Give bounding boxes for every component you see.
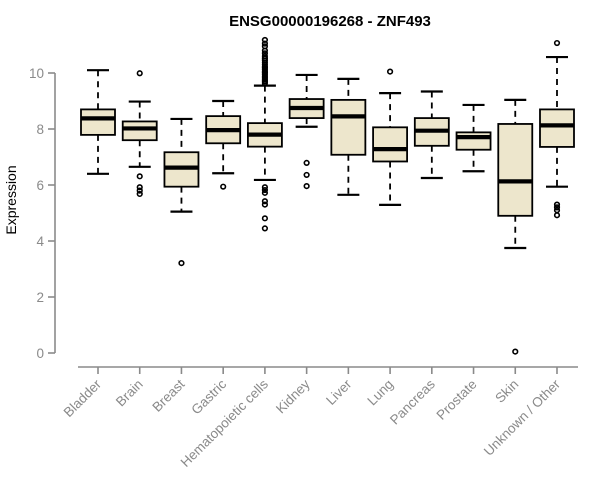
outlier-point: [220, 183, 227, 190]
outlier-point: [261, 225, 269, 232]
outlier-point: [136, 184, 143, 191]
outlier-point: [136, 190, 143, 198]
x-tick-label-liver: Liver: [323, 376, 355, 408]
outlier-point: [261, 50, 269, 57]
box-skin: [497, 98, 534, 355]
outlier-point: [261, 53, 269, 60]
iqr-box: [497, 123, 534, 217]
outlier-point: [553, 201, 561, 208]
iqr-box: [372, 126, 408, 163]
x-tick-label-breast: Breast: [149, 376, 187, 414]
outlier-point: [261, 184, 269, 191]
y-tick-label-10: 10: [29, 66, 44, 81]
outlier-point: [261, 201, 269, 208]
box-kidney: [288, 73, 325, 190]
box-breast: [163, 117, 200, 267]
x-tick-label-brain: Brain: [113, 377, 146, 410]
x-tick-label-unknown-other: Unknown / Other: [481, 376, 564, 459]
outlier-point: [512, 348, 519, 355]
outlier-point: [136, 187, 143, 194]
outlier-point: [261, 36, 269, 44]
outlier-point: [553, 39, 561, 47]
box-unknown-other: [539, 39, 575, 219]
outlier-point: [386, 68, 394, 75]
outlier-point: [303, 171, 310, 179]
iqr-box: [330, 98, 367, 156]
outlier-point: [178, 260, 185, 267]
box-bladder: [80, 69, 116, 175]
box-pancreas: [413, 90, 450, 180]
outlier-point: [303, 159, 310, 166]
x-tick-label-gastric: Gastric: [188, 376, 229, 417]
outlier-point: [553, 204, 561, 211]
box-liver: [330, 77, 367, 196]
x-tick-label-kidney: Kidney: [273, 376, 313, 416]
outlier-point: [261, 40, 269, 47]
iqr-box: [121, 120, 158, 142]
box-prostate: [455, 103, 492, 173]
outlier-point: [261, 186, 269, 194]
x-tick-label-skin: Skin: [492, 377, 521, 406]
iqr-box: [455, 131, 492, 151]
outlier-point: [261, 198, 269, 205]
outlier-point: [553, 212, 561, 219]
y-tick-label-4: 4: [36, 234, 44, 249]
y-tick-label-0: 0: [36, 346, 44, 361]
chart-title: ENSG00000196268 - ZNF493: [229, 13, 431, 30]
box-gastric: [205, 99, 242, 190]
outlier-point: [261, 215, 269, 222]
x-tick-label-lung: Lung: [364, 377, 396, 409]
outlier-point: [261, 43, 269, 50]
box-brain: [121, 70, 158, 198]
outlier-point: [303, 183, 310, 190]
outlier-point: [136, 70, 143, 77]
x-tick-label-prostate: Prostate: [434, 377, 480, 423]
box-hematopoietic-cells: [247, 36, 283, 232]
box-lung: [372, 68, 408, 206]
boxes: [80, 36, 575, 355]
x-tick-label-pancreas: Pancreas: [387, 376, 438, 427]
y-tick-label-8: 8: [36, 122, 44, 137]
y-tick-label-6: 6: [36, 178, 44, 193]
outlier-point: [261, 189, 269, 196]
outlier-point: [136, 173, 143, 180]
y-tick-label-2: 2: [36, 290, 44, 305]
y-axis-label: Expression: [3, 165, 19, 234]
iqr-box: [539, 108, 575, 148]
iqr-box: [80, 108, 116, 136]
x-tick-label-bladder: Bladder: [61, 376, 105, 420]
